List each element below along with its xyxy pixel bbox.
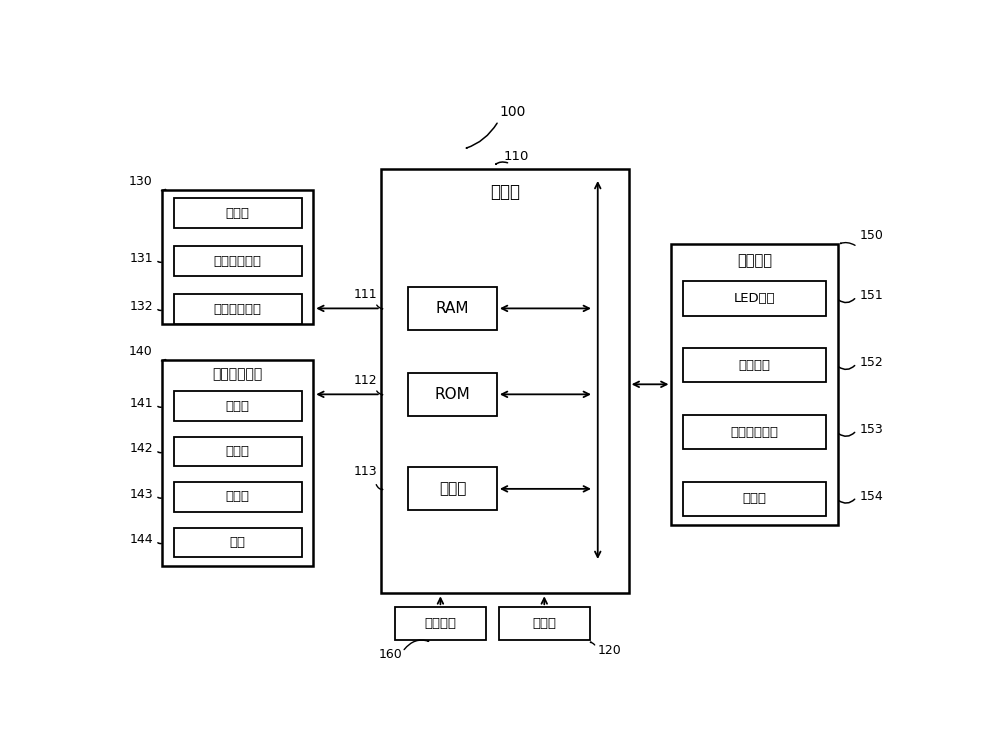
- FancyArrowPatch shape: [590, 642, 595, 645]
- Text: 143: 143: [129, 487, 153, 501]
- Bar: [683, 281, 826, 315]
- Text: 151: 151: [860, 289, 883, 302]
- FancyArrowPatch shape: [496, 162, 508, 164]
- Text: ROM: ROM: [435, 387, 470, 402]
- Bar: [174, 437, 302, 466]
- Bar: [174, 295, 302, 324]
- FancyArrowPatch shape: [839, 432, 855, 436]
- Text: 100: 100: [499, 105, 526, 119]
- FancyArrowPatch shape: [158, 261, 161, 263]
- Bar: [408, 467, 497, 510]
- FancyArrowPatch shape: [839, 298, 855, 303]
- Text: 144: 144: [129, 533, 153, 546]
- Text: 142: 142: [129, 442, 153, 455]
- Text: 154: 154: [860, 490, 883, 502]
- Bar: [162, 190, 313, 324]
- FancyArrowPatch shape: [839, 499, 855, 503]
- FancyArrowPatch shape: [840, 243, 855, 246]
- Text: 存储器: 存储器: [532, 618, 556, 630]
- Bar: [174, 391, 302, 421]
- Text: 振动接口: 振动接口: [739, 359, 771, 372]
- Text: 153: 153: [860, 423, 883, 436]
- Text: 140: 140: [129, 345, 153, 358]
- Bar: [408, 373, 497, 416]
- Text: 110: 110: [504, 150, 529, 164]
- Bar: [174, 198, 302, 228]
- Bar: [671, 244, 838, 525]
- Bar: [683, 481, 826, 516]
- FancyArrowPatch shape: [377, 305, 383, 309]
- Text: 141: 141: [129, 397, 153, 410]
- Text: 用户输入接口: 用户输入接口: [213, 367, 263, 381]
- Text: 输出接口: 输出接口: [737, 254, 772, 269]
- FancyArrowPatch shape: [839, 365, 855, 370]
- Text: 显示器: 显示器: [743, 493, 767, 505]
- Text: 供电电源: 供电电源: [424, 618, 456, 630]
- Text: 麦克风: 麦克风: [226, 400, 250, 413]
- Text: 150: 150: [860, 229, 884, 243]
- Text: 按键: 按键: [230, 536, 246, 549]
- Bar: [174, 246, 302, 276]
- FancyArrowPatch shape: [404, 640, 429, 650]
- Bar: [499, 607, 590, 641]
- Text: 传感器: 传感器: [226, 490, 250, 504]
- Text: 152: 152: [860, 356, 883, 369]
- Bar: [174, 527, 302, 557]
- FancyArrowPatch shape: [466, 124, 497, 148]
- Text: 红外信号接口: 红外信号接口: [214, 254, 262, 268]
- Text: 132: 132: [129, 300, 153, 313]
- FancyArrowPatch shape: [158, 543, 161, 544]
- Text: 113: 113: [353, 465, 377, 478]
- Bar: [381, 170, 629, 594]
- Bar: [408, 287, 497, 330]
- FancyArrowPatch shape: [377, 391, 383, 395]
- Bar: [683, 348, 826, 382]
- Text: 声音输出接口: 声音输出接口: [731, 426, 779, 438]
- FancyArrowPatch shape: [161, 189, 166, 191]
- Text: 112: 112: [353, 373, 377, 387]
- Text: 触摸板: 触摸板: [226, 445, 250, 458]
- Text: 通信器: 通信器: [226, 207, 250, 219]
- FancyArrowPatch shape: [161, 359, 166, 361]
- Text: 111: 111: [353, 288, 377, 301]
- Text: 131: 131: [129, 251, 153, 265]
- Text: 160: 160: [379, 648, 403, 661]
- Text: LED接口: LED接口: [734, 292, 776, 305]
- Text: 控制器: 控制器: [490, 184, 520, 202]
- Text: 射频信号接口: 射频信号接口: [214, 303, 262, 315]
- Text: RAM: RAM: [436, 301, 469, 316]
- Bar: [683, 415, 826, 449]
- Text: 处理器: 处理器: [439, 481, 466, 496]
- Bar: [162, 359, 313, 566]
- Bar: [174, 482, 302, 512]
- FancyArrowPatch shape: [158, 497, 161, 498]
- FancyArrowPatch shape: [158, 406, 161, 407]
- Text: 120: 120: [598, 644, 622, 657]
- FancyArrowPatch shape: [376, 484, 383, 490]
- Bar: [395, 607, 486, 641]
- Text: 130: 130: [129, 175, 153, 187]
